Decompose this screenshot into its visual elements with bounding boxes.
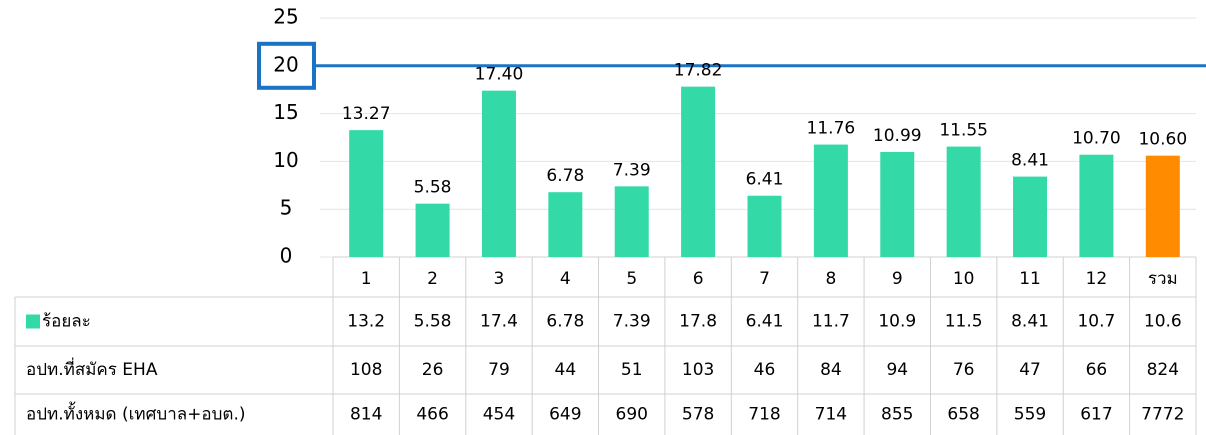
table-cell: 26 <box>422 360 444 380</box>
bar <box>747 195 782 257</box>
y-tick-label: 5 <box>280 196 293 220</box>
table-cell: 10.9 <box>878 312 916 332</box>
x-tick-label: 2 <box>427 269 438 289</box>
table-cell: 814 <box>350 405 382 425</box>
table-cell: 8.41 <box>1011 312 1049 332</box>
x-tick-label: 12 <box>1086 269 1108 289</box>
table-cell: 855 <box>881 405 913 425</box>
data-label: 5.58 <box>414 178 452 198</box>
row-label: อปท.ทั้งหมด (เทศบาล+อบต.) <box>26 402 246 425</box>
table-cell: 51 <box>621 360 643 380</box>
table-cell: 824 <box>1147 360 1179 380</box>
table-cell: 10.6 <box>1144 312 1182 332</box>
x-tick-label: 6 <box>693 269 704 289</box>
data-label: 6.41 <box>746 170 784 190</box>
data-label: 10.60 <box>1138 130 1187 150</box>
table-cell: 658 <box>947 405 979 425</box>
bar <box>349 130 384 257</box>
y-tick-label: 15 <box>273 100 298 124</box>
table-cell: 718 <box>748 405 780 425</box>
bar <box>946 146 981 257</box>
table-cell: 103 <box>682 360 714 380</box>
bar <box>415 203 450 257</box>
table-cell: 94 <box>886 360 908 380</box>
data-label: 13.27 <box>342 104 391 124</box>
table-cell: 617 <box>1080 405 1112 425</box>
table-cell: 690 <box>616 405 648 425</box>
table-cell: 46 <box>754 360 776 380</box>
bar <box>1013 176 1048 257</box>
bar <box>681 86 716 257</box>
bar <box>1079 154 1114 257</box>
bar <box>481 90 516 257</box>
table-cell: 11.7 <box>812 312 850 332</box>
table-cell: 44 <box>555 360 577 380</box>
table-cell: 7.39 <box>613 312 651 332</box>
y-tick-label: 25 <box>273 5 298 29</box>
table-cell: 84 <box>820 360 842 380</box>
table-cell: 17.4 <box>480 312 518 332</box>
x-tick-label: 9 <box>892 269 903 289</box>
table-cell: 10.7 <box>1077 312 1115 332</box>
table-cell: 47 <box>1019 360 1041 380</box>
table-cell: 454 <box>483 405 515 425</box>
table-cell: 5.58 <box>414 312 452 332</box>
table-cell: 13.2 <box>347 312 385 332</box>
data-label: 6.78 <box>546 166 584 186</box>
row-label: อปท.ที่สมัคร EHA <box>26 357 158 380</box>
table-cell: 6.41 <box>746 312 784 332</box>
bar <box>880 151 915 257</box>
table-cell: 17.8 <box>679 312 717 332</box>
reference-tick-box <box>257 41 316 90</box>
data-label: 8.41 <box>1011 151 1049 171</box>
data-label: 17.40 <box>475 65 524 85</box>
table-cell: 11.5 <box>945 312 983 332</box>
x-tick-label: 11 <box>1019 269 1041 289</box>
table-cell: 559 <box>1014 405 1046 425</box>
table-cell: 66 <box>1086 360 1108 380</box>
table-cell: 714 <box>815 405 847 425</box>
bar <box>1145 155 1180 257</box>
data-label: 11.76 <box>807 119 856 139</box>
x-tick-label: 8 <box>825 269 836 289</box>
table-cell: 6.78 <box>546 312 584 332</box>
x-tick-label: 10 <box>953 269 975 289</box>
x-tick-label: 1 <box>361 269 372 289</box>
data-label: 10.99 <box>873 126 922 146</box>
x-tick-label: 5 <box>626 269 637 289</box>
table-cell: 578 <box>682 405 714 425</box>
x-tick-label: รวม <box>1148 269 1178 289</box>
data-label: 7.39 <box>613 160 651 180</box>
table-cell: 649 <box>549 405 581 425</box>
data-label: 10.70 <box>1072 129 1121 149</box>
data-label: 11.55 <box>939 121 988 141</box>
table-cell: 79 <box>488 360 510 380</box>
table-cell: 7772 <box>1141 405 1184 425</box>
bar <box>548 192 583 257</box>
table-cell: 466 <box>416 405 448 425</box>
x-tick-label: 4 <box>560 269 571 289</box>
y-tick-label: 10 <box>273 148 298 172</box>
table-cell: 76 <box>953 360 975 380</box>
x-tick-label: 3 <box>494 269 505 289</box>
row-label: ร้อยละ <box>42 312 91 332</box>
y-tick-label: 0 <box>280 244 293 268</box>
data-label: 17.82 <box>674 61 723 81</box>
table-cell: 108 <box>350 360 382 380</box>
bar <box>813 144 848 257</box>
x-tick-label: 7 <box>759 269 770 289</box>
legend-swatch <box>26 314 40 329</box>
y-tick-label: 20 <box>273 52 298 76</box>
bar <box>614 186 649 257</box>
